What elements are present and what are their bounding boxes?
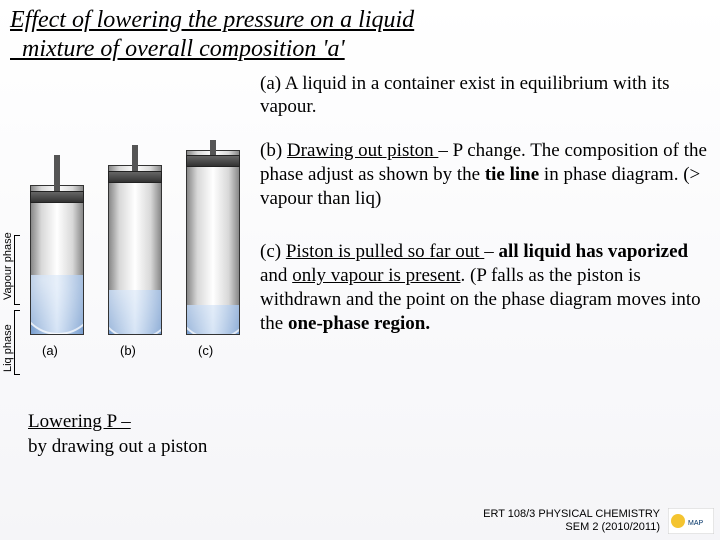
liquid-a — [30, 275, 84, 335]
diagram-label-c: (c) — [198, 343, 213, 358]
liquid-b — [108, 290, 162, 335]
footer-l1: ERT 108/3 PHYSICAL CHEMISTRY — [483, 508, 660, 520]
piston-head-c — [186, 155, 240, 167]
diagram-label-a: (a) — [42, 343, 58, 358]
point-a: (a) A liquid in a container exist in equ… — [260, 72, 710, 120]
vapour-phase-label: Vapour phase — [2, 232, 14, 300]
title-line1: Effect of lowering the pressure on a liq… — [10, 7, 414, 33]
pa-text: A liquid in a container exist in equilib… — [260, 73, 670, 118]
slide-title: Effect of lowering the pressure on a liq… — [0, 0, 720, 66]
title-line2: mixture of overall composition 'a' — [22, 36, 345, 62]
bracket-vapour — [14, 235, 20, 305]
pc-b1: all liquid has vaporized — [499, 241, 689, 262]
unimap-logo: MAP — [668, 508, 714, 534]
pb-under: Drawing out piston — [287, 140, 438, 161]
pc-u1: Piston is pulled so far out — [286, 241, 484, 262]
point-b: (b) Drawing out piston – P change. The c… — [260, 139, 710, 210]
piston-rod-a — [54, 155, 60, 195]
lowering-caption: Lowering P – by drawing out a piston — [28, 410, 207, 459]
meniscus-a — [30, 275, 84, 335]
lowering-l2: by drawing out a piston — [28, 436, 207, 457]
point-c: (c) Piston is pulled so far out – all li… — [260, 240, 710, 335]
meniscus-c — [186, 305, 240, 335]
bracket-liq — [14, 310, 20, 375]
liquid-c — [186, 305, 240, 335]
diagram-label-b: (b) — [120, 343, 136, 358]
lowering-l1: Lowering P – — [28, 411, 131, 432]
pc-u2: only vapour is present — [292, 265, 460, 286]
footer: ERT 108/3 PHYSICAL CHEMISTRY SEM 2 (2010… — [483, 508, 660, 534]
pc-t2: and — [260, 265, 292, 286]
piston-diagram: (a) (b) (c) — [30, 155, 250, 365]
pc-b2: one-phase region. — [288, 313, 430, 334]
pb-bold: tie line — [485, 164, 539, 185]
piston-head-a — [30, 191, 84, 203]
svg-text:MAP: MAP — [688, 520, 704, 527]
pc-t1: – — [484, 241, 498, 262]
piston-head-b — [108, 171, 162, 183]
logo-icon: MAP — [668, 508, 714, 534]
pc-label: (c) — [260, 241, 286, 262]
footer-l2: SEM 2 (2010/2011) — [565, 521, 660, 533]
pb-label: (b) — [260, 140, 287, 161]
meniscus-b — [108, 290, 162, 335]
pa-label: (a) — [260, 73, 285, 94]
liq-phase-label: Liq phase — [2, 324, 14, 372]
